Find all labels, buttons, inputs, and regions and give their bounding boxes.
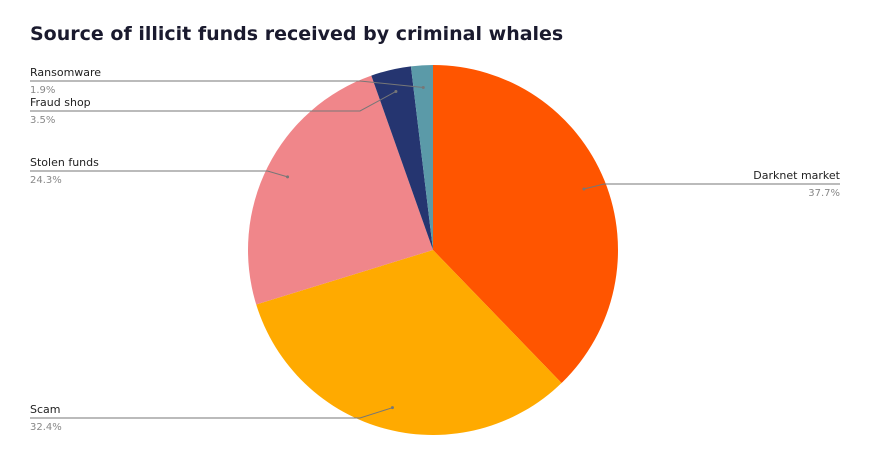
leader-dot — [390, 406, 394, 410]
pie-slice — [256, 250, 562, 435]
leader-line — [30, 80, 424, 88]
leader-dot — [421, 85, 425, 89]
leader-dot — [582, 187, 586, 191]
slice-label: Ransomware — [30, 66, 101, 79]
leader-line — [583, 183, 840, 190]
pie-slice — [371, 66, 433, 250]
slice-value: 32.4% — [30, 422, 62, 433]
leader-line — [30, 170, 288, 178]
chart-title: Source of illicit funds received by crim… — [30, 23, 563, 45]
slice-label: Darknet market — [753, 169, 840, 182]
slice-label: Stolen funds — [30, 156, 99, 169]
slice-value: 37.7% — [808, 188, 840, 199]
slice-value: 24.3% — [30, 175, 62, 186]
pie-slice — [247, 75, 433, 305]
slice-value: 1.9% — [30, 85, 55, 96]
leader-line — [30, 91, 397, 112]
pie-slice — [410, 65, 433, 250]
leader-dot — [394, 89, 398, 93]
leader-dot — [286, 175, 290, 179]
pie-slice — [433, 65, 618, 384]
leader-line — [30, 407, 393, 419]
slice-value: 3.5% — [30, 115, 55, 126]
slice-label: Fraud shop — [30, 96, 91, 109]
slice-label: Scam — [30, 403, 61, 416]
